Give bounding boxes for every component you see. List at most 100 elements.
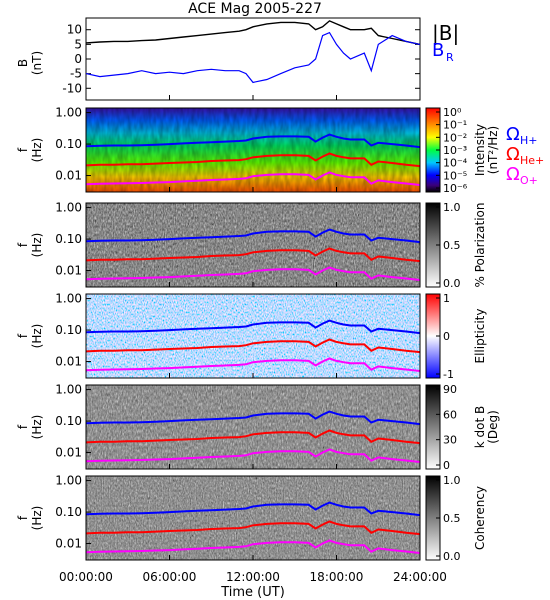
colorbar-tick-label: 10⁻² — [443, 131, 467, 144]
legend-o-plus: Ω — [506, 164, 520, 185]
gyrofreq-h-plus-line — [85, 133, 421, 149]
gyrofreq-o-plus-line — [85, 266, 421, 281]
f-ytick-label: 0.10 — [55, 323, 82, 337]
legend-bmag: |B| — [432, 21, 459, 45]
f-ytick-label: 0.10 — [55, 232, 82, 246]
f-ytick-label: 0.01 — [55, 355, 82, 369]
colorbar-tick-label: 1.0 — [443, 474, 461, 487]
f-ytick-label: 1.00 — [55, 292, 82, 306]
x-tick-label: 00:00:00 — [59, 570, 113, 584]
legend-he-plus-sub: He+ — [520, 154, 544, 167]
f-ytick-label: 1.00 — [55, 474, 82, 488]
f-ytick-label: 0.10 — [55, 505, 82, 519]
colorbar-tick-label: 10⁻³ — [443, 144, 467, 157]
heatmap-texture — [86, 476, 420, 560]
b-radial-line — [85, 31, 421, 84]
colorbar-tick-label: 0.5 — [443, 512, 461, 525]
f-ytick-label: 0.01 — [55, 537, 82, 551]
colorbar-tick-label: 0.0 — [443, 277, 461, 290]
gyrofreq-he-plus-line — [85, 338, 421, 354]
colorbar-tick-label: 10⁻⁴ — [443, 157, 468, 170]
panel-ellipticity: 1.00 0.10 0.01 f (Hz) 1 0 -1 Ellipticity — [16, 292, 487, 381]
gyrofreq-o-plus-line — [85, 171, 421, 186]
f-yunit: (Hz) — [30, 233, 44, 258]
colorbar-title: Intensity — [473, 124, 487, 176]
gyrofreq-o-plus-line — [85, 448, 421, 463]
colorbar-unit: (nT²/Hz) — [486, 126, 500, 174]
b-ylabel: B — [16, 59, 30, 67]
heatmap-texture — [86, 385, 420, 469]
panel-k-dot-B: 1.00 0.10 0.01 f (Hz) 90 60 30 0 k dot B (Deg) — [16, 383, 500, 472]
f-yunit: (Hz) — [30, 415, 44, 440]
colorbar-tick-label: 10⁻⁶ — [443, 182, 468, 195]
f-ytick-label: 0.01 — [55, 264, 82, 278]
panel-intensity: 1.00 0.10 0.01 f (Hz) 10⁰10⁻¹10⁻²10⁻³10⁻⁴10⁻⁵… — [16, 106, 500, 195]
gyrofreq-h-plus-line — [85, 410, 421, 426]
f-ylabel: f — [16, 515, 30, 520]
colorbar — [425, 384, 441, 470]
colorbar-tick-label: -1 — [443, 368, 454, 381]
legend-h-plus-sub: H+ — [520, 134, 538, 147]
x-tick-label: 24:00:00 — [393, 570, 447, 584]
legend-br: B — [432, 40, 444, 61]
f-yunit: (Hz) — [30, 506, 44, 531]
b-ytick-label: -10 — [62, 81, 82, 95]
panel-polarization: 1.00 0.10 0.01 f (Hz) 1.0 0.5 0.0 % Polarization — [16, 201, 487, 290]
x-axis-label: Time (UT) — [220, 585, 285, 600]
colorbar-tick-label: 10⁻¹ — [443, 119, 467, 132]
gyrofreq-he-plus-line — [85, 520, 421, 536]
colorbar-tick-label: 60 — [443, 408, 457, 421]
x-tick-label: 18:00:00 — [310, 570, 364, 584]
colorbar-tick-label: 10⁻⁵ — [443, 169, 467, 182]
legend-he-plus: Ω — [506, 144, 520, 165]
f-ylabel: f — [16, 147, 30, 152]
f-ytick-label: 0.10 — [55, 414, 82, 428]
colorbar-tick-label: 0.5 — [443, 239, 461, 252]
colorbar-title: Coherency — [473, 486, 487, 550]
f-ylabel: f — [16, 242, 30, 247]
heatmap-texture — [86, 108, 420, 192]
f-ytick-label: 0.01 — [55, 446, 82, 460]
heatmap-texture — [86, 203, 420, 287]
colorbar-tick-label: 1 — [443, 292, 450, 305]
b-ytick-label: 0 — [74, 52, 82, 66]
gyro-legend: Ω H+ Ω He+ Ω O+ — [506, 124, 544, 187]
gyrofreq-h-plus-line — [85, 319, 421, 335]
colorbar-tick-label: 1.0 — [443, 201, 461, 214]
b-ytick-label: 5 — [74, 37, 82, 51]
legend-br-sub: R — [446, 51, 454, 64]
x-tick-label: 06:00:00 — [143, 570, 197, 584]
colorbar-title: % Polarization — [473, 203, 487, 288]
gyrofreq-he-plus-line — [85, 247, 421, 263]
colorbar-tick-label: 90 — [443, 383, 457, 396]
colorbar-tick-label: 0 — [443, 330, 450, 343]
colorbar-unit: (Deg) — [486, 410, 500, 444]
f-ytick-label: 0.10 — [55, 137, 82, 151]
gyrofreq-o-plus-line — [85, 357, 421, 372]
heatmap-panels: 1.000.100.01f (Hz)10⁰10⁻¹10⁻²10⁻³10⁻⁴10⁻⁵… — [16, 106, 500, 563]
f-yunit: (Hz) — [30, 324, 44, 349]
b-yunit: (nT) — [30, 51, 44, 75]
gyrofreq-h-plus-line — [85, 228, 421, 244]
f-yunit: (Hz) — [30, 138, 44, 163]
f-ytick-label: 1.00 — [55, 106, 82, 120]
b-magnitude-line — [85, 20, 421, 46]
x-tick-labels: 00:00:00 06:00:00 12:00:00 18:00:00 24:00:00 — [59, 95, 447, 584]
colorbar-tick-label: 0.0 — [443, 550, 461, 563]
gyrofreq-h-plus-line — [85, 501, 421, 517]
gyrofreq-he-plus-line — [85, 429, 421, 445]
colorbar-tick-label: 30 — [443, 434, 457, 447]
legend-o-plus-sub: O+ — [520, 174, 538, 187]
b-ytick-label: 10 — [67, 23, 82, 37]
x-tick-label: 12:00:00 — [226, 570, 280, 584]
panel-coherency: 1.00 0.10 0.01 f (Hz) 1.0 0.5 0.0 Coherency — [16, 474, 487, 563]
f-ylabel: f — [16, 333, 30, 338]
f-ylabel: f — [16, 424, 30, 429]
panel-b-frame — [85, 17, 421, 101]
colorbar-title: Ellipticity — [473, 309, 487, 364]
colorbar-tick-label: 0 — [443, 459, 450, 472]
colorbar-tick-label: 10⁰ — [443, 106, 462, 119]
gyrofreq-o-plus-line — [85, 539, 421, 554]
